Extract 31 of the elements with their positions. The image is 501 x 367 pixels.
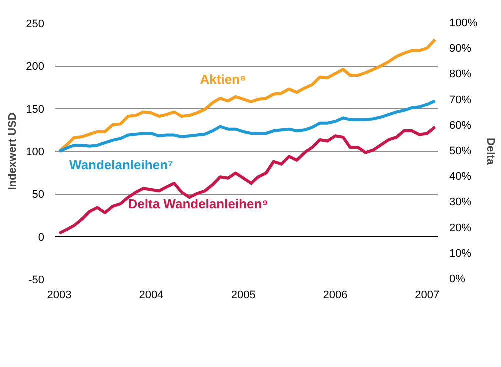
- x-tick-label: 2005: [231, 290, 256, 302]
- y2-axis-title: Delta: [484, 138, 497, 166]
- y-tick-label: 50: [32, 189, 45, 202]
- series-label: Delta Wandelanleihen⁹: [128, 196, 268, 212]
- y2-tick-label: 40%: [450, 171, 472, 184]
- y-tick-label: 100: [26, 146, 45, 158]
- line-series: [58, 38, 437, 153]
- y-axis-title: Indexwert USD: [7, 112, 20, 190]
- y2-tick-label: 70%: [450, 94, 472, 106]
- y2-tick-label: 10%: [450, 248, 472, 260]
- y-tick-label: 200: [26, 61, 45, 74]
- y2-tick-label: 80%: [450, 68, 472, 81]
- series-label: Aktien⁸: [200, 72, 246, 88]
- x-tick-label: 2003: [47, 290, 72, 302]
- y2-tick-label: 100%: [450, 18, 478, 30]
- x-tick-label: 2007: [415, 290, 440, 302]
- y-tick-label: 150: [26, 104, 45, 116]
- y2-tick-label: 60%: [450, 120, 472, 132]
- y2-tick-label: 50%: [450, 146, 472, 158]
- x-tick-label: 2004: [139, 290, 164, 302]
- series-label: Wandelanleihen⁷: [70, 158, 174, 172]
- y2-tick-label: 30%: [450, 196, 472, 209]
- line-series: [58, 126, 437, 235]
- line-series: [58, 100, 437, 153]
- y2-tick-label: 0%: [450, 274, 466, 286]
- y2-tick-label: 90%: [450, 43, 472, 56]
- y-tick-label: 250: [26, 18, 45, 30]
- y-tick-label: -50: [28, 274, 45, 286]
- y-tick-label: 0: [38, 232, 45, 244]
- x-tick-label: 2006: [323, 290, 348, 302]
- y2-tick-label: 20%: [450, 222, 472, 234]
